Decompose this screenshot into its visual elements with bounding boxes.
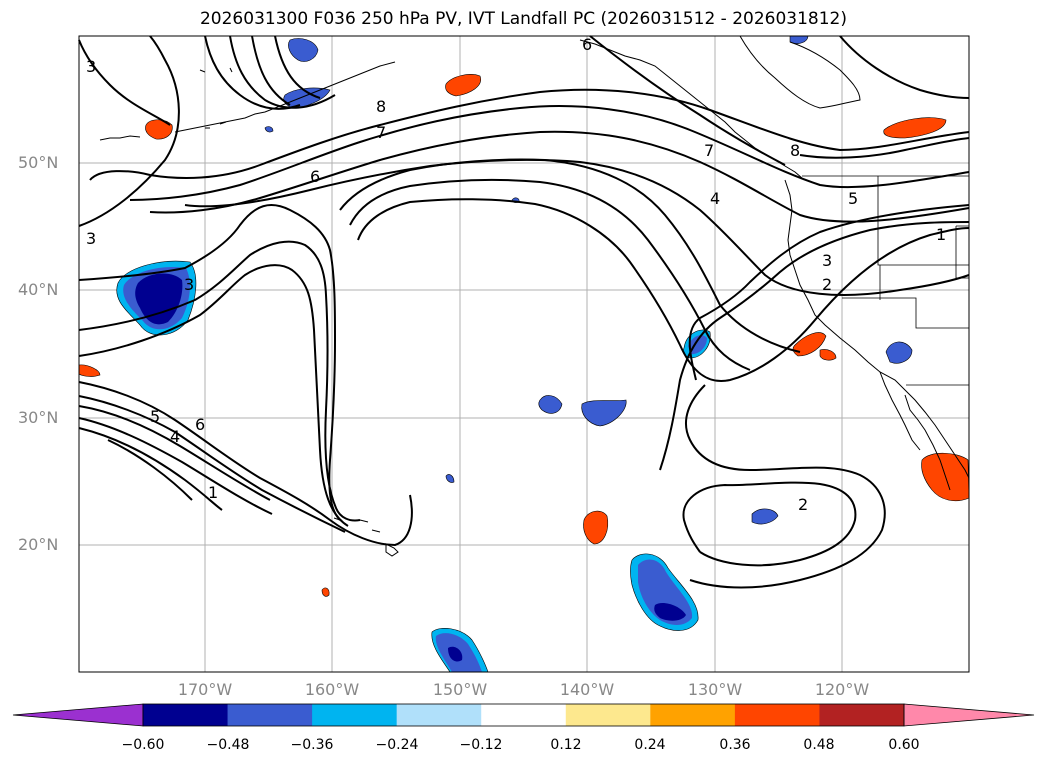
contour-label: 4 <box>170 427 180 446</box>
contour-label: 2 <box>798 495 808 514</box>
colorbar-tick-label: 0.48 <box>803 737 835 753</box>
colorbar <box>12 703 1035 727</box>
lon-label: 120°W <box>814 680 870 699</box>
colorbar-tick-label: −0.48 <box>206 737 250 753</box>
contour-label: 5 <box>848 189 858 208</box>
lat-label: 20°N <box>18 535 59 554</box>
colorbar-extend-left <box>12 703 144 727</box>
contour-label: 6 <box>582 35 592 54</box>
contour-label: 3 <box>86 229 96 248</box>
contour-label: 7 <box>704 141 714 160</box>
colorbar-tick-label: −0.36 <box>290 737 334 753</box>
colorbar-bin <box>143 704 229 726</box>
lon-label: 130°W <box>687 680 743 699</box>
colorbar-tick-label: 0.24 <box>634 737 666 753</box>
contour-lines <box>78 35 970 589</box>
contour-label: 6 <box>195 415 205 434</box>
lat-label: 50°N <box>18 153 59 172</box>
colorbar-tick-label: 0.12 <box>550 737 582 753</box>
contour-label: 1 <box>936 225 946 244</box>
colorbar-bin <box>565 704 651 726</box>
contour-label: 8 <box>376 97 386 116</box>
lon-label: 150°W <box>432 680 488 699</box>
colorbar-bin <box>481 704 567 726</box>
colorbar-tick-label: −0.60 <box>121 737 165 753</box>
lon-label: 170°W <box>177 680 233 699</box>
map-title: 2026031300 F036 250 hPa PV, IVT Landfall… <box>199 9 847 29</box>
contour-label: 3 <box>86 57 96 76</box>
colorbar-bin <box>396 704 482 726</box>
lat-label: 40°N <box>18 280 59 299</box>
lon-label: 140°W <box>559 680 615 699</box>
contour-label: 7 <box>376 123 386 142</box>
contour-label: 2 <box>822 275 832 294</box>
colorbar-bins <box>143 704 905 726</box>
colorbar-bin <box>312 704 398 726</box>
colorbar-tick-label: 0.60 <box>888 737 920 753</box>
colorbar-bin <box>227 704 313 726</box>
colorbar-tick-label: −0.12 <box>459 737 503 753</box>
map-frame <box>78 35 970 673</box>
contour-label: 3 <box>184 275 194 294</box>
lon-label: 160°W <box>304 680 360 699</box>
contour-label: 4 <box>710 189 720 208</box>
colorbar-extend-right <box>903 703 1035 727</box>
colorbar-tick-label: −0.24 <box>375 737 419 753</box>
gridlines <box>79 36 969 672</box>
contour-label: 8 <box>790 141 800 160</box>
contour-label: 6 <box>310 167 320 186</box>
contour-label: 5 <box>150 407 160 426</box>
colorbar-bin <box>650 704 736 726</box>
contour-label: 3 <box>822 251 832 270</box>
colorbar-tick-label: 0.36 <box>719 737 751 753</box>
colorbar-bin <box>734 704 820 726</box>
lat-label: 30°N <box>18 408 59 427</box>
colorbar-bin <box>819 704 905 726</box>
colorbar-outline <box>142 703 905 727</box>
contour-label: 1 <box>208 483 218 502</box>
contour-label-group: 3 8 7 6 6 3 3 5 4 6 1 7 8 4 5 3 2 1 2 <box>86 35 946 514</box>
map-background <box>79 36 969 672</box>
